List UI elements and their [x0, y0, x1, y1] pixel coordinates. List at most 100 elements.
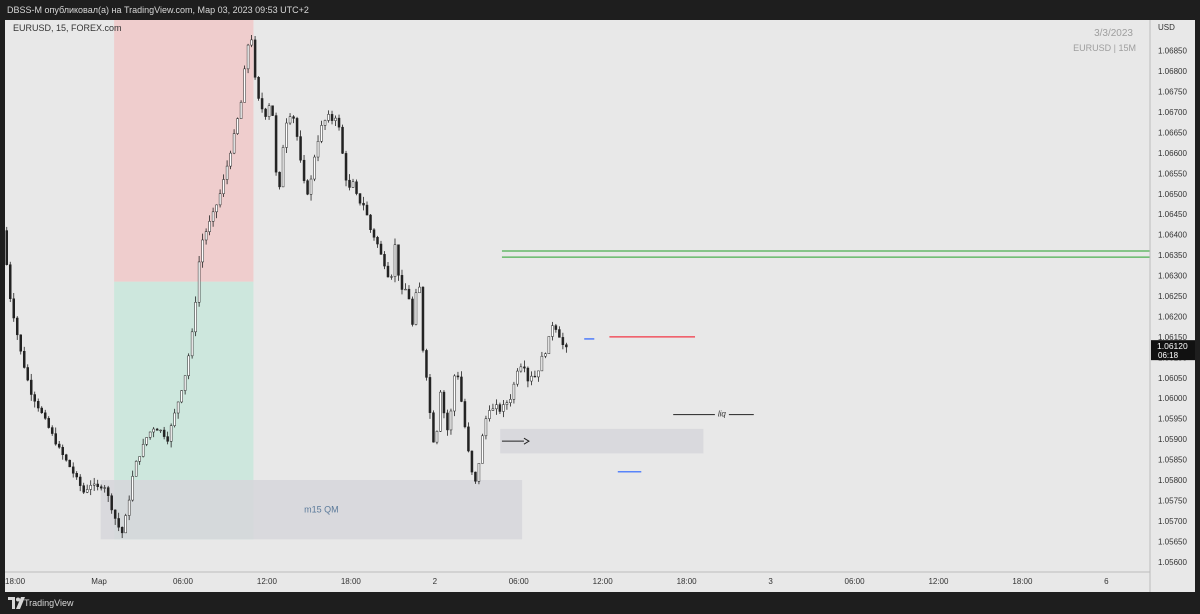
candle-body — [236, 118, 239, 134]
candle — [463, 398, 467, 429]
currency-label: USD — [1158, 23, 1175, 32]
candle-body — [159, 429, 162, 432]
candle-body — [295, 118, 299, 137]
candle-body — [495, 404, 498, 410]
candle-body — [281, 147, 285, 188]
candle — [64, 453, 68, 462]
candles-layer — [5, 35, 568, 539]
candle — [71, 462, 75, 478]
candle — [530, 371, 533, 386]
candle-body — [61, 446, 64, 455]
candle — [250, 35, 253, 48]
candle-body — [208, 221, 211, 232]
zone-label: m15 QM — [304, 505, 339, 515]
candle-body — [173, 412, 176, 426]
chart-svg[interactable]: m15 QM liq EURUSD, 15, FOREX.com 3/3/202… — [5, 20, 1195, 592]
candle — [61, 444, 64, 460]
candle-body — [169, 425, 173, 442]
candle-body — [218, 193, 222, 206]
candle — [187, 353, 190, 380]
candle-body — [313, 156, 316, 180]
candle-body — [551, 325, 554, 337]
candle-body — [460, 376, 463, 402]
candle — [442, 390, 446, 419]
candle — [281, 144, 285, 188]
candle — [257, 76, 260, 101]
candle-body — [558, 329, 561, 338]
candle-body — [8, 264, 12, 299]
candle-body — [15, 317, 19, 336]
time-tick-label: 18:00 — [677, 577, 698, 586]
candle — [78, 474, 82, 492]
candle — [201, 233, 204, 268]
time-tick-label: 3 — [768, 577, 773, 586]
candle-body — [449, 410, 453, 431]
candle — [120, 526, 124, 539]
price-tick-label: 1.05850 — [1158, 456, 1187, 465]
candle-body — [96, 483, 99, 487]
candle-body — [43, 412, 47, 419]
candle — [526, 366, 530, 388]
publish-info: DBSS-M опубликовал(а) на TradingView.com… — [0, 0, 1200, 20]
candle-body — [439, 391, 442, 432]
last-price-badge: 1.06120 06:18 — [1151, 340, 1195, 361]
candle — [218, 189, 222, 208]
price-tick-label: 1.06050 — [1158, 374, 1187, 383]
price-tick-label: 1.06550 — [1158, 169, 1187, 178]
candle-body — [29, 379, 33, 395]
candle — [390, 274, 393, 280]
candle — [561, 332, 565, 350]
candle — [309, 175, 313, 201]
candle — [418, 282, 421, 294]
candle-body — [397, 244, 400, 276]
candle — [509, 394, 512, 407]
candle — [180, 390, 183, 404]
candle-body — [138, 456, 141, 462]
candle-body — [152, 428, 155, 433]
price-tick-label: 1.06400 — [1158, 231, 1187, 240]
price-tick-label: 1.05900 — [1158, 435, 1187, 444]
candle-body — [271, 105, 274, 116]
candle-body — [421, 286, 425, 351]
candle-body — [512, 383, 516, 400]
candle-body — [141, 444, 145, 457]
candle — [127, 495, 131, 521]
candle-body — [155, 428, 159, 431]
candle — [92, 477, 96, 491]
candle — [288, 113, 292, 125]
candle — [103, 485, 106, 493]
candle-body — [467, 426, 470, 452]
candle-body — [463, 401, 467, 428]
candle-body — [148, 431, 152, 438]
candle-body — [22, 350, 26, 368]
candle — [204, 228, 208, 245]
candle — [344, 150, 348, 187]
candle-body — [561, 337, 565, 346]
annotation-label: liq — [718, 409, 727, 418]
candle-body — [26, 367, 29, 381]
candle — [313, 154, 316, 182]
tradingview-brand: TradingView — [24, 598, 74, 608]
candle — [407, 285, 411, 300]
candle-body — [320, 125, 323, 142]
price-tick-label: 1.06800 — [1158, 67, 1187, 76]
candle-body — [229, 152, 232, 167]
candle-body — [292, 116, 295, 119]
candle-body — [358, 193, 362, 204]
candle-body — [393, 244, 397, 277]
candle-body — [327, 114, 330, 121]
candle — [498, 402, 502, 415]
candle-body — [456, 375, 460, 378]
candle — [537, 370, 540, 382]
candle — [148, 431, 152, 440]
candle — [22, 346, 26, 369]
candle-body — [432, 412, 435, 443]
candle — [26, 364, 29, 382]
candle — [222, 174, 225, 197]
candle — [260, 92, 264, 113]
watermark-symbol: EURUSD | 15M — [1073, 43, 1136, 53]
time-tick-label: 18:00 — [341, 577, 362, 586]
candle-body — [519, 366, 523, 372]
time-axis[interactable]: 18:00 Мар 06:00 12:00 18:00 2 06:00 12:00 18:00 3… — [5, 577, 1109, 586]
candle-body — [418, 286, 421, 294]
